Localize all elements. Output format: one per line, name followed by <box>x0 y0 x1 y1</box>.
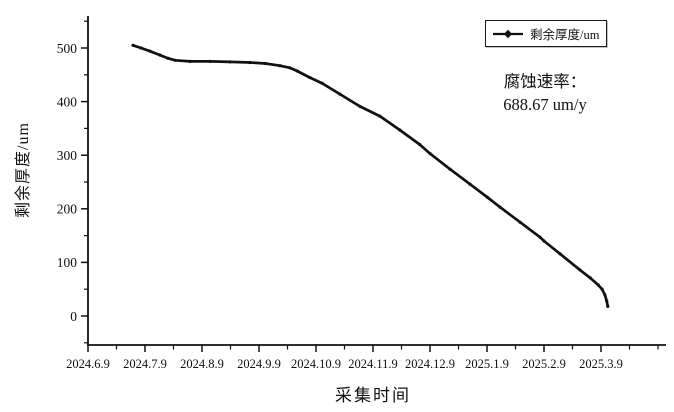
x-tick-label: 2024.9.9 <box>237 357 281 371</box>
y-tick-label: 100 <box>57 255 78 270</box>
x-tick-label: 2024.11.9 <box>348 357 398 371</box>
x-axis-title: 采集时间 <box>335 386 411 405</box>
series-marker <box>498 205 502 209</box>
series-marker <box>542 239 546 243</box>
series-marker <box>320 81 324 85</box>
series-marker <box>278 64 282 68</box>
x-tick-label: 2025.2.9 <box>522 357 566 371</box>
series-marker <box>518 220 522 224</box>
y-tick-label: 300 <box>57 148 78 163</box>
x-tick-label: 2024.10.9 <box>291 357 341 371</box>
x-tick-label: 2025.3.9 <box>579 357 623 371</box>
x-tick-label: 2024.8.9 <box>180 357 224 371</box>
series-marker <box>538 235 542 239</box>
series-marker <box>428 152 432 156</box>
x-tick-label: 2024.12.9 <box>405 357 455 371</box>
series-marker <box>603 293 607 297</box>
y-axis-title: 剩余厚度/um <box>15 122 32 218</box>
series-marker <box>166 56 170 60</box>
series-marker <box>148 49 152 53</box>
series-marker <box>378 114 382 118</box>
series-marker <box>288 66 292 70</box>
series-marker <box>228 60 232 64</box>
series-marker <box>418 142 422 147</box>
series-marker <box>398 128 402 132</box>
series-marker <box>358 104 362 108</box>
series-marker <box>468 182 472 186</box>
corrosion-rate-title: 腐蚀速率： <box>503 72 587 91</box>
legend-series-label: 剩余厚度/um <box>530 28 600 42</box>
corrosion-rate-value: 688.67 um/y <box>503 94 587 114</box>
series-marker <box>578 268 582 272</box>
series-marker <box>605 299 609 303</box>
series-marker <box>600 287 604 291</box>
series-marker <box>188 59 192 64</box>
series-marker <box>131 43 135 47</box>
corrosion-rate-annotation: 腐蚀速率： 688.67 um/y <box>476 71 614 116</box>
series-marker <box>308 75 312 80</box>
x-tick-label: 2024.7.9 <box>123 357 167 371</box>
x-tick-label: 2025.1.9 <box>465 357 509 371</box>
series-marker <box>158 53 162 57</box>
series-marker <box>338 92 342 96</box>
series-marker <box>248 60 252 65</box>
series-marker <box>173 58 177 62</box>
y-tick-label: 400 <box>57 94 78 109</box>
y-tick-label: 200 <box>57 202 78 217</box>
series-marker <box>485 195 489 199</box>
line-marker-icon <box>493 29 523 38</box>
y-tick-label: 0 <box>70 309 77 324</box>
series-marker <box>588 276 592 280</box>
series-marker <box>596 283 600 287</box>
series-marker <box>208 59 212 64</box>
series-marker <box>263 61 267 66</box>
series-marker <box>448 167 452 171</box>
legend-box: 剩余厚度/um <box>485 20 607 47</box>
series-marker <box>139 46 143 50</box>
series-marker <box>606 304 610 308</box>
series-marker <box>295 69 299 73</box>
x-tick-label: 2024.6.9 <box>66 357 110 371</box>
series-marker <box>558 252 562 256</box>
y-tick-label: 500 <box>57 41 78 56</box>
